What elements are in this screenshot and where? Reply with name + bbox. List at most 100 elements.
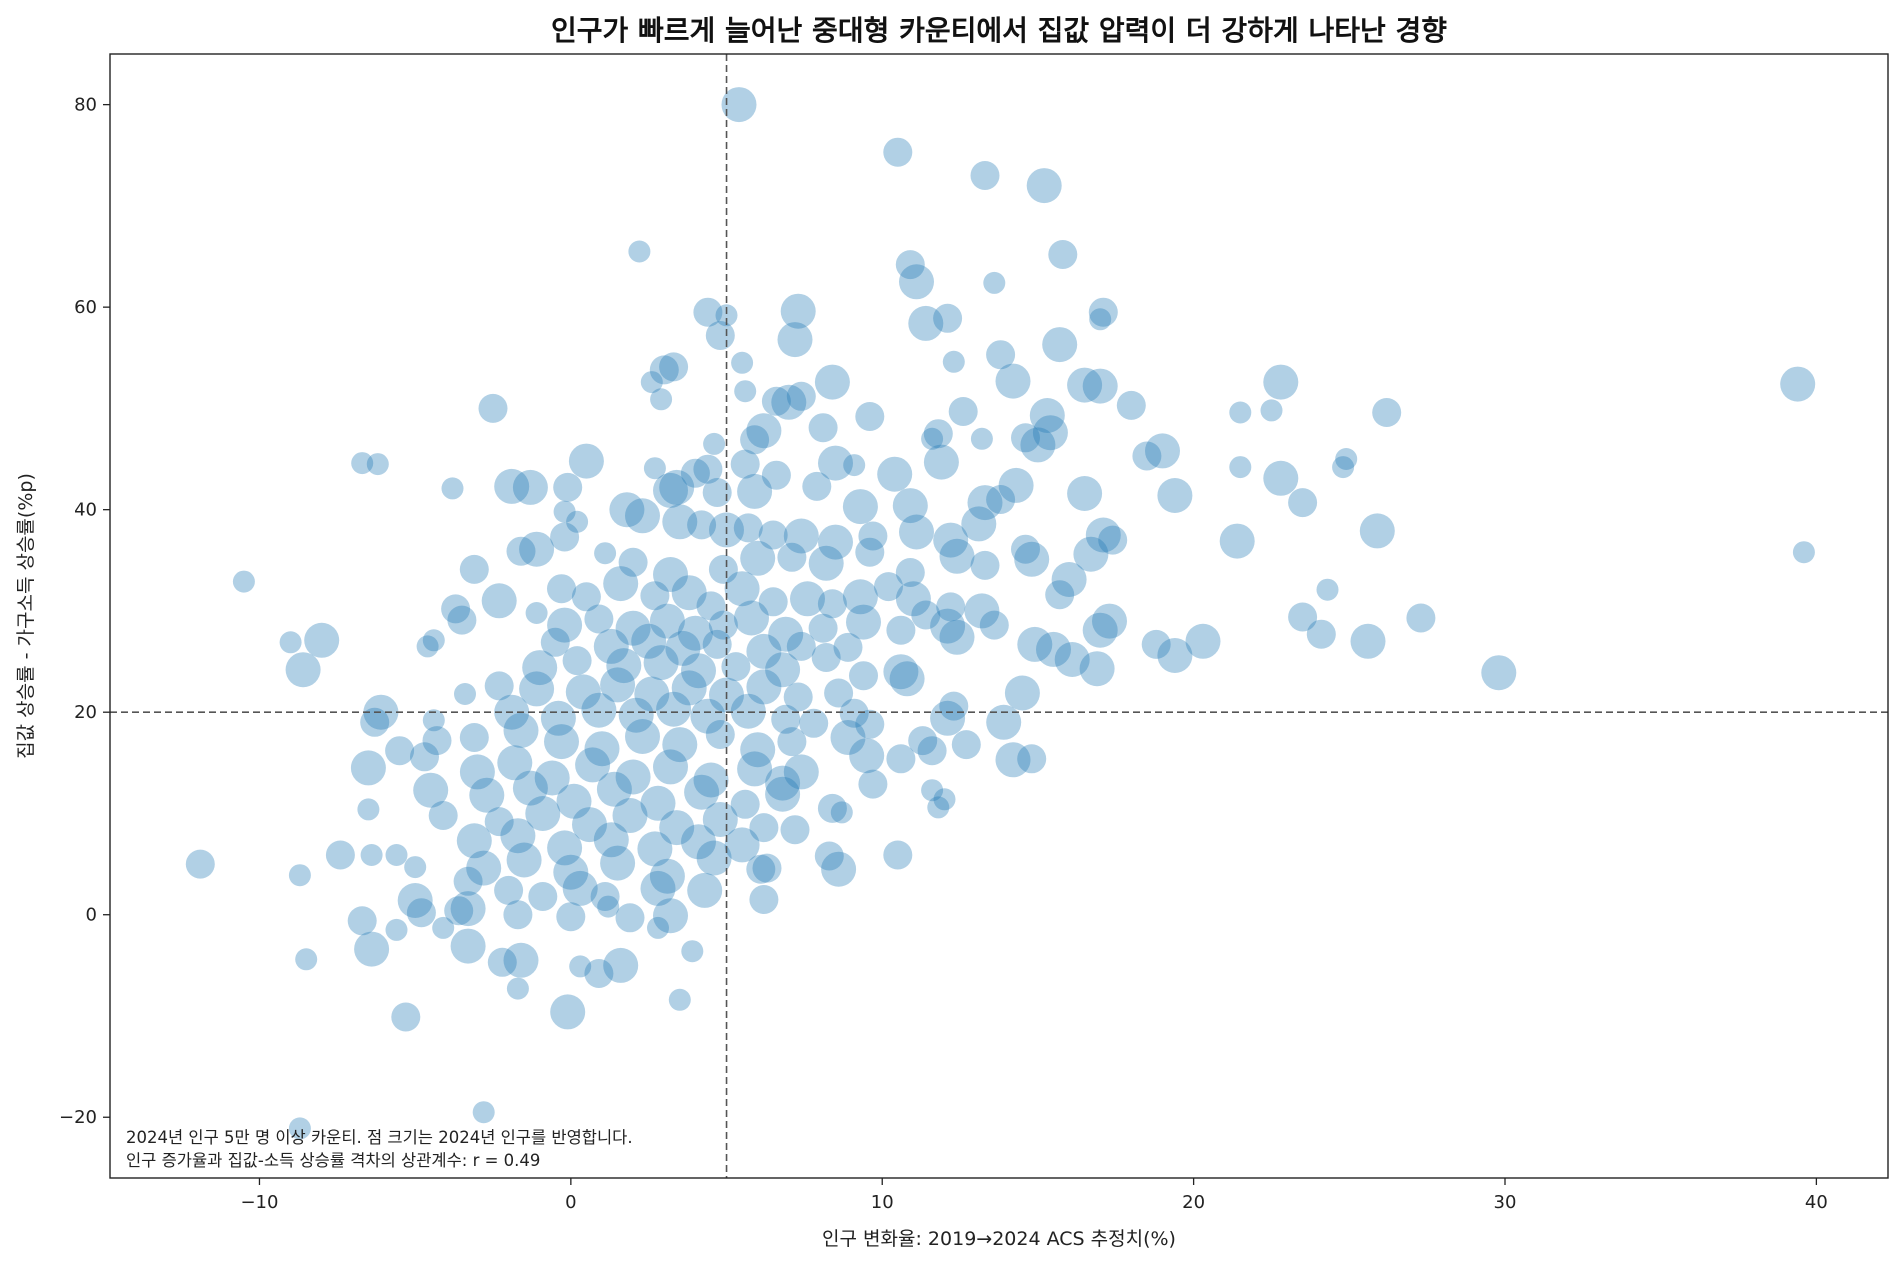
data-point [469,777,505,813]
data-point [746,669,782,705]
data-point [1092,603,1127,639]
data-point [279,631,302,654]
data-point [817,589,847,619]
data-point [553,854,589,890]
data-point [406,898,436,928]
data-point [584,959,614,988]
data-point [843,454,866,477]
data-point [519,671,555,707]
data-point [603,566,639,602]
data-point [936,592,966,622]
data-point [746,633,782,669]
data-point [908,726,938,756]
data-point [640,870,676,906]
data-point [883,840,913,870]
data-point [566,510,589,533]
data-point [1042,327,1078,363]
data-point [640,785,676,821]
data-point [366,453,389,476]
data-point [783,682,813,712]
data-point [746,854,776,884]
data-point [1079,651,1115,687]
data-point [459,723,489,752]
data-point [1185,623,1221,659]
data-point [1026,168,1062,204]
data-point [456,823,492,859]
data-point [1036,631,1071,667]
data-point [503,712,539,748]
data-point [734,380,757,403]
data-point [288,1117,311,1140]
data-point [618,547,648,577]
data-point [731,351,754,374]
data-point [503,900,533,930]
data-point [653,557,688,592]
data-point [883,137,913,167]
data-point [939,619,975,655]
data-point [930,700,966,736]
plot-frame [109,53,1889,1179]
data-point [1157,478,1193,513]
data-point [995,363,1031,399]
data-point [883,654,919,690]
data-point [534,760,570,796]
data-point [487,947,517,977]
data-point [1029,398,1065,433]
data-point [724,571,760,607]
data-point [522,650,558,686]
data-point [895,558,925,587]
data-point [600,845,636,881]
data-point [1048,240,1078,269]
data-point [758,520,788,550]
y-tick-label: 20 [74,702,97,723]
data-point [1088,297,1118,327]
data-point [422,629,445,652]
data-point [986,704,1022,740]
data-point [494,875,524,905]
data-point [556,902,586,932]
data-point [740,425,770,455]
data-point [849,661,878,691]
data-point [544,724,579,760]
data-point [886,615,916,645]
data-point [350,750,386,786]
data-point [1017,744,1047,774]
data-point [855,537,885,567]
data-point [942,350,965,373]
data-point [1260,399,1283,422]
data-point [705,720,735,749]
x-tick-label: 30 [1494,1192,1517,1213]
data-point [730,449,760,479]
x-tick-label: 40 [1805,1192,1828,1213]
data-point [1306,619,1336,649]
data-point [1229,401,1252,424]
data-point [295,948,318,971]
data-point [506,977,529,1000]
data-point [459,554,489,584]
data-point [1263,364,1299,400]
data-point [637,831,673,867]
data-point [986,485,1016,514]
data-point [1350,623,1386,659]
data-point [553,472,583,502]
data-point [562,870,598,906]
data-point [1045,580,1075,610]
x-tick-label: 20 [1182,1192,1205,1213]
data-point [650,388,673,411]
data-point [422,726,452,756]
data-point [846,604,881,640]
data-point [886,744,916,774]
data-point [849,738,885,774]
data-point [594,542,617,565]
data-point [571,582,601,612]
x-axis-ticks: −10 0 10 20 30 40 [240,1178,1828,1213]
data-point [506,536,536,566]
chart-note-line-1: 2024년 인구 5만 명 이상 카운티. 점 크기는 2024년 인구를 반영… [126,1128,633,1147]
data-point [1014,541,1050,577]
data-point [817,793,847,823]
data-point [450,928,486,964]
data-point [385,736,415,766]
data-point [643,645,679,681]
data-point [659,352,689,382]
data-point [649,355,679,385]
